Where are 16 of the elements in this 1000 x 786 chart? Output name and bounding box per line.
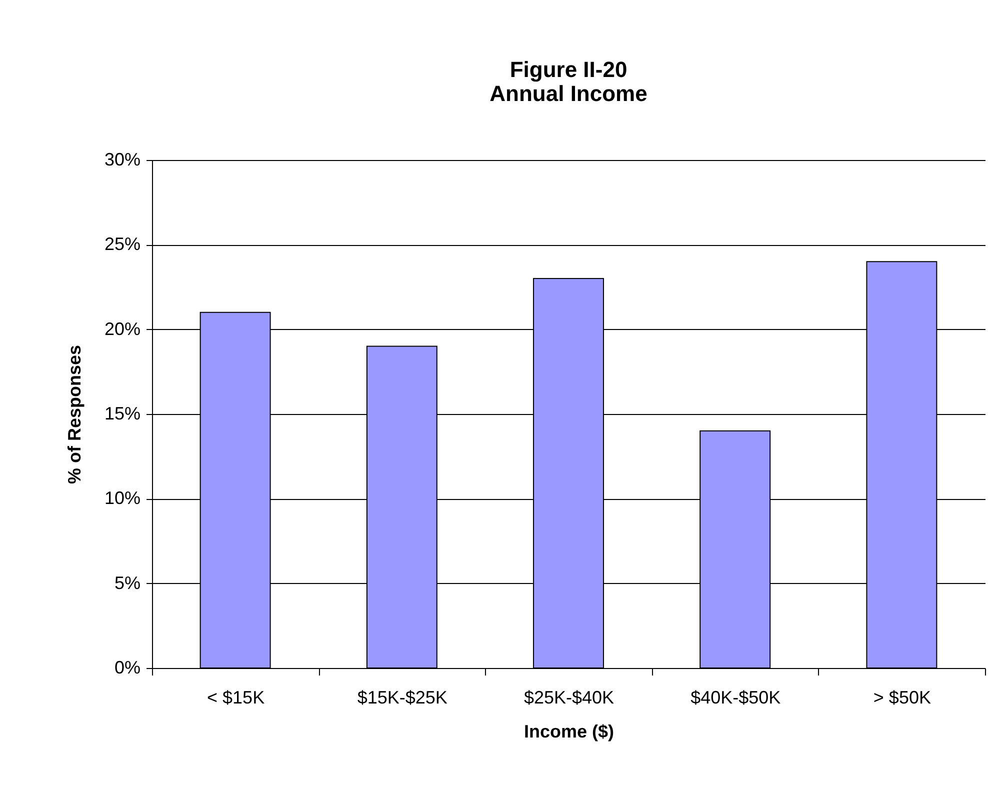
x-tick-label: $40K-$50K [690,688,781,708]
y-tick-label: 0% [114,658,140,678]
y-tick-label: 10% [104,488,140,508]
x-tick-label: < $15K [207,688,265,708]
text: Figure II-20 [510,57,628,82]
y-axis-title: % of Responses [64,344,84,484]
y-tick-label: 20% [104,318,140,339]
text: Annual Income [490,81,648,106]
y-tick-label: 15% [104,404,140,424]
x-tick-label: > $50K [873,688,931,708]
x-axis-title: Income ($) [524,722,614,742]
y-tick-label: 25% [104,234,140,254]
y-tick-label: 5% [114,572,140,593]
x-tick-label: $25K-$40K [524,688,614,708]
x-tick-label: $15K-$25K [357,688,448,708]
y-tick-label: 30% [104,150,140,170]
